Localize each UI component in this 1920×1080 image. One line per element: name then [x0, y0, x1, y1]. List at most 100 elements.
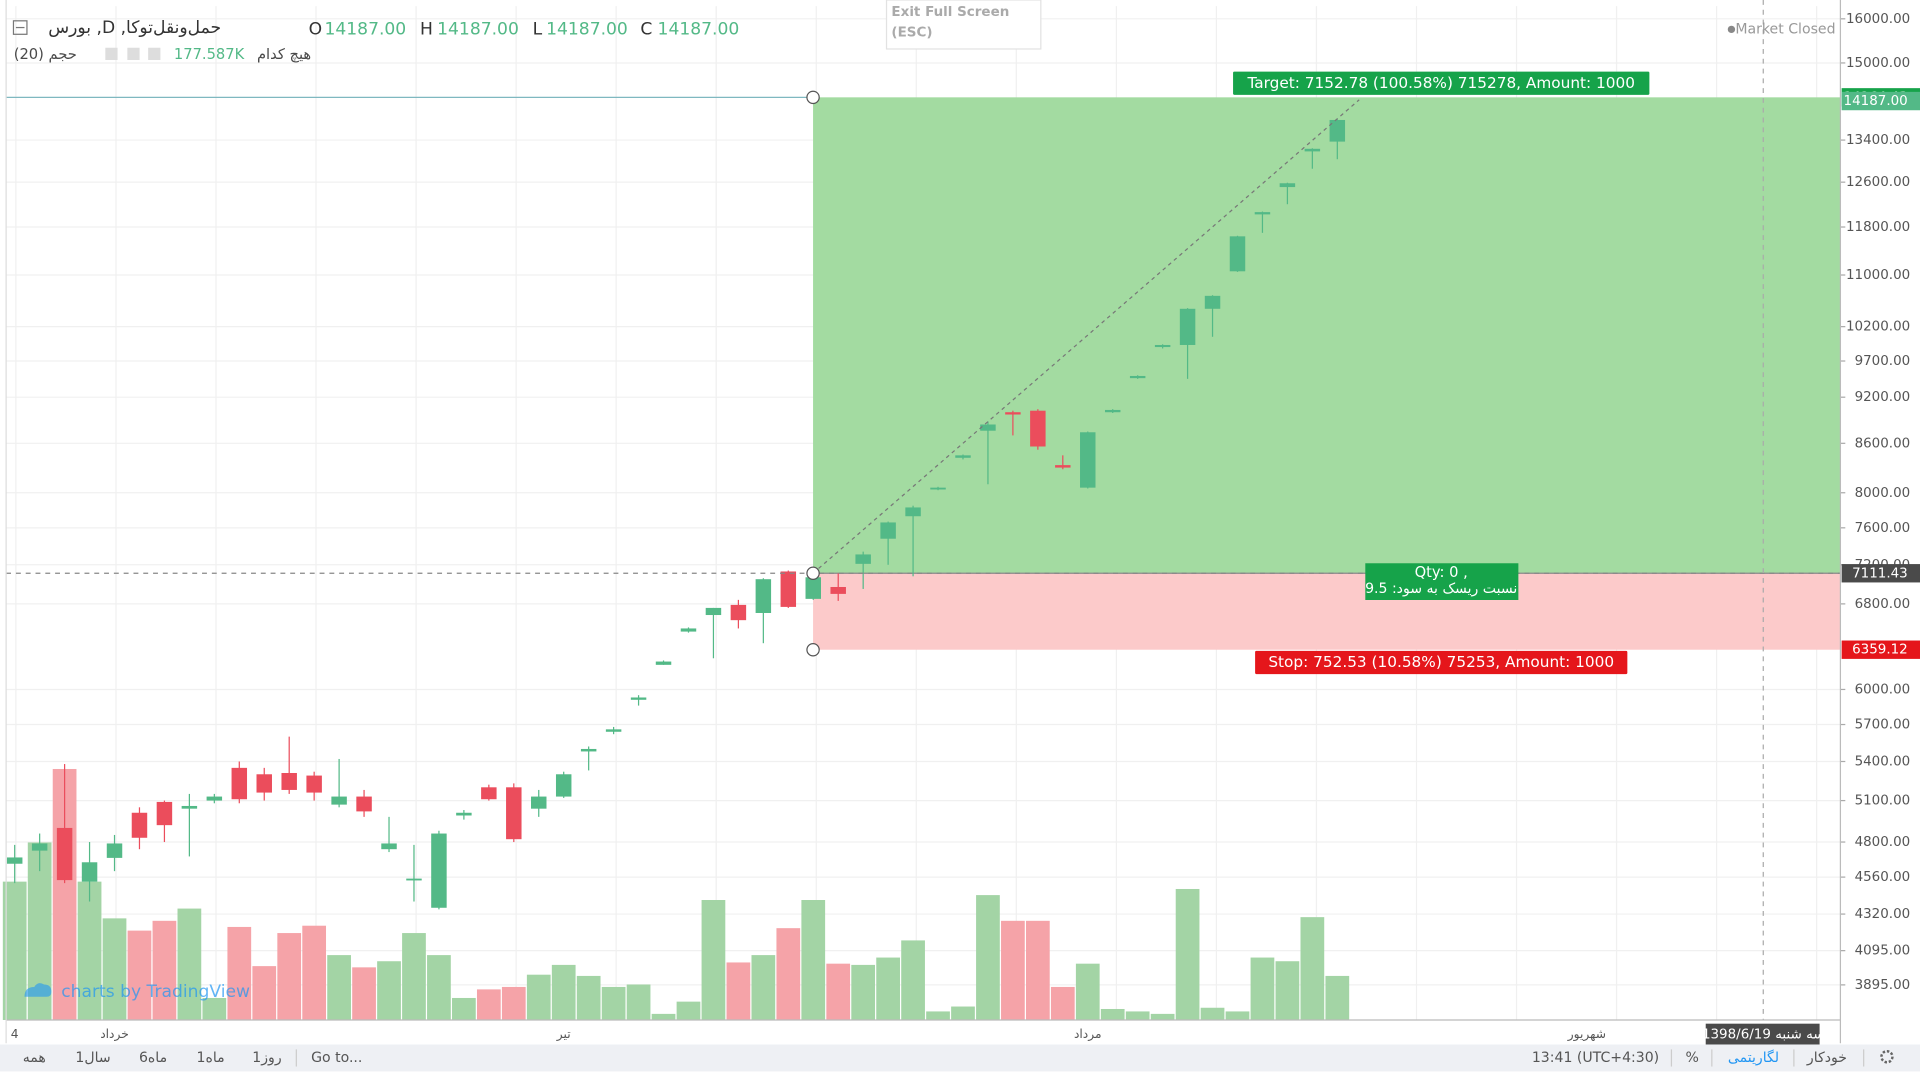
volume-bar: [402, 933, 426, 1020]
handle[interactable]: [806, 90, 820, 105]
collapse-icon[interactable]: [12, 20, 28, 35]
candle-body: [281, 772, 297, 790]
auto-button[interactable]: خودکار: [1806, 1050, 1847, 1066]
overlay: Target: 7152.78 (100.58%) 715278, Amount…: [6, 0, 1841, 1020]
candle-body: [1179, 308, 1196, 345]
candle-body: [1104, 409, 1121, 413]
target-label: Target: 7152.78 (100.58%) 715278, Amount…: [1246, 74, 1635, 92]
x-tick-label: خرداد: [100, 1027, 129, 1042]
y-tick-label: 4800.00: [1855, 835, 1911, 850]
volume-bar: [277, 933, 302, 1020]
volume-bar: [1001, 920, 1025, 1020]
percent-button[interactable]: %: [1686, 1050, 1699, 1066]
candle-body: [106, 843, 123, 858]
volume-bar: [801, 900, 826, 1020]
candle-body: [730, 604, 747, 621]
volume-bar: [876, 957, 900, 1020]
volume-bar: [427, 955, 451, 1020]
volume-bar: [352, 967, 376, 1020]
candle-body: [381, 843, 397, 850]
candle-body: [1154, 344, 1171, 348]
log-button[interactable]: لگاریتمی: [1728, 1049, 1779, 1066]
range-button[interactable]: همه: [23, 1050, 46, 1066]
y-tick-label: 8000.00: [1855, 486, 1911, 501]
x-tick-label: تیر: [556, 1027, 571, 1042]
volume-bar: [2, 881, 27, 1020]
volume-bar: [701, 900, 726, 1020]
handle[interactable]: [806, 566, 820, 580]
stop-label-box: [1255, 650, 1628, 675]
candle-body: [156, 801, 173, 826]
range-button[interactable]: 1روز: [252, 1050, 281, 1066]
volume-bar: [901, 940, 925, 1020]
volume-bar: [227, 926, 252, 1020]
status-dot: [1727, 25, 1736, 34]
range-button[interactable]: 1سال: [75, 1050, 110, 1066]
last-price-box: [1841, 91, 1920, 111]
candle-body: [780, 571, 797, 607]
y-tick-label: 11800.00: [1846, 220, 1910, 235]
volume-bar: [1325, 975, 1350, 1020]
volume-bar: [551, 964, 576, 1020]
crosshair-date-box: [1705, 1023, 1820, 1045]
volume-bar: [751, 955, 776, 1020]
volume-bar: [976, 895, 1000, 1020]
candle-body: [531, 796, 547, 809]
handle[interactable]: [806, 642, 820, 657]
y-tick-label: 15000.00: [1846, 56, 1910, 71]
y-tick-label: 4095.00: [1855, 944, 1911, 959]
candle-body: [206, 796, 223, 801]
ohlc-value: 14187.00: [324, 19, 406, 39]
y-tick-label: 6000.00: [1855, 682, 1911, 697]
range-button[interactable]: 1ماه: [197, 1050, 225, 1066]
candle-body: [1279, 183, 1296, 188]
volume-bar: [302, 925, 327, 1020]
goto-button[interactable]: Go to...: [311, 1050, 362, 1066]
volume-bar: [651, 1013, 676, 1020]
volume-bar: [377, 961, 401, 1020]
settings-button[interactable]: [1880, 1050, 1894, 1064]
time: 13:41 (UTC+4:30): [1532, 1050, 1659, 1066]
y-tick-label: 10200.00: [1846, 320, 1910, 335]
volume-bar: [452, 997, 476, 1020]
y-tick-label: 12600.00: [1846, 175, 1910, 190]
candle-body: [580, 748, 597, 752]
volume-bar: [501, 986, 526, 1020]
candle-body: [955, 455, 971, 458]
y-tick-label: 8600.00: [1855, 436, 1911, 451]
icon[interactable]: [148, 47, 161, 60]
stop-price: 6359.12: [1852, 643, 1908, 658]
candle-body: [1204, 295, 1221, 309]
volume-bar: [327, 955, 351, 1020]
volume-bar: [776, 928, 801, 1020]
volume-bar: [626, 984, 651, 1020]
volume-bar: [576, 975, 601, 1020]
candle-body: [705, 607, 722, 616]
ohlc-label: L: [533, 19, 543, 39]
exit-fullscreen[interactable]: [885, 0, 1042, 50]
volume-ma: هیچ کدام: [257, 46, 311, 63]
trade-path: [812, 99, 1360, 574]
candle-body: [1229, 236, 1246, 272]
volume-bar: [851, 964, 876, 1020]
watermark: charts by TradingView: [61, 982, 250, 1002]
ohlc-label: C: [640, 19, 652, 39]
exit-fullscreen-box: Exit Full Screen (ESC): [891, 4, 1009, 41]
candle-body: [805, 577, 821, 599]
range-button[interactable]: 6ماه: [139, 1050, 167, 1066]
icon[interactable]: [105, 47, 118, 60]
volume-bar: [926, 1011, 950, 1020]
volume-bar: [951, 1006, 975, 1020]
x-tick-label: مرداد: [1074, 1027, 1102, 1042]
volume-bar: [77, 881, 102, 1020]
candle-body: [630, 697, 647, 700]
volume-bar: [1075, 963, 1100, 1020]
volume-bar: [601, 986, 626, 1020]
watermark-logo: [24, 983, 52, 997]
volume-name: حجم (20): [14, 46, 77, 63]
icon[interactable]: [127, 47, 140, 60]
y-tick-label: 9700.00: [1855, 354, 1911, 369]
stop-label: Stop: 752.53 (10.58%) 75253, Amount: 100…: [1268, 653, 1614, 671]
